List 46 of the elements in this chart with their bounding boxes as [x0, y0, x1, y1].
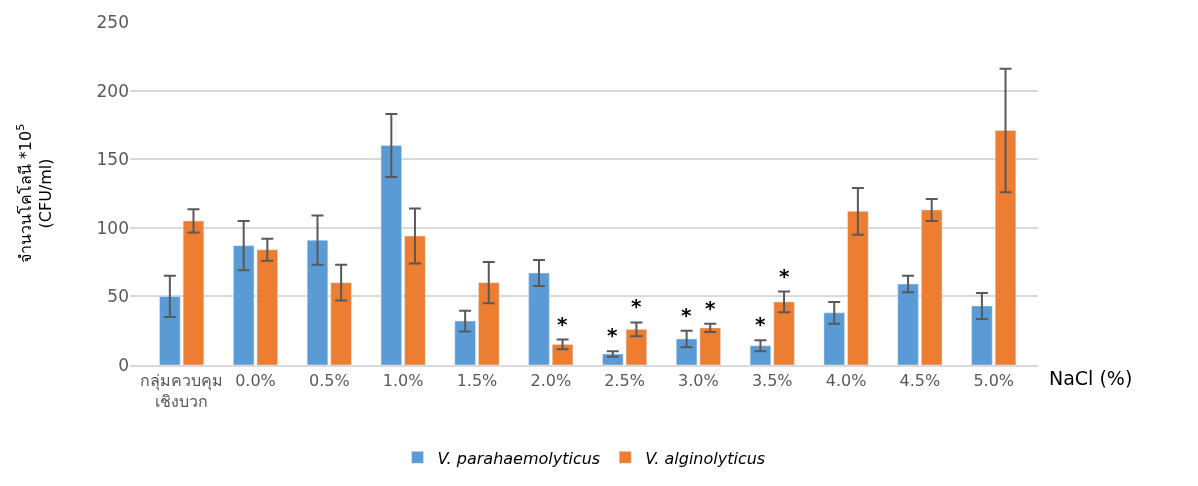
x-tick-label: 2.0% — [530, 371, 572, 391]
annotation: * — [681, 303, 692, 327]
bar — [897, 283, 919, 365]
legend-label: V. parahaemolyticus — [437, 448, 601, 468]
bar — [847, 211, 869, 365]
x-tick-label: กลุ่มควบคุม เชิงบวก — [140, 371, 224, 411]
x-tick-label: 5.0% — [973, 371, 1015, 391]
bar — [749, 345, 772, 365]
bar — [552, 344, 574, 365]
bar — [823, 312, 845, 365]
y-tick-label: 150 — [96, 149, 129, 170]
bar — [528, 272, 550, 365]
bar — [306, 239, 329, 365]
y-tick-label: 100 — [96, 217, 129, 238]
x-tick-label: 4.5% — [899, 371, 941, 391]
legend-label: V. alginolyticus — [645, 448, 766, 468]
x-tick-label: 4.0% — [825, 371, 867, 391]
x-tick-label: 3.0% — [678, 371, 719, 391]
annotation: * — [779, 264, 790, 288]
x-axis-title: NaCl (%) — [1049, 367, 1133, 389]
bar — [478, 282, 500, 365]
y-tick-label: 250 — [96, 11, 129, 32]
x-tick-label: 1.5% — [456, 371, 498, 391]
bar — [454, 320, 476, 365]
annotation: * — [755, 312, 766, 336]
annotation: * — [631, 294, 642, 318]
bar — [182, 220, 205, 365]
bar — [404, 235, 426, 365]
bar — [773, 301, 795, 365]
x-tick-label: 2.5% — [604, 371, 645, 391]
y-tick-label: 50 — [107, 286, 129, 307]
bar — [971, 305, 993, 365]
bar — [330, 282, 352, 365]
y-tick-label: 0 — [118, 354, 129, 375]
x-tick-label: 0.0% — [235, 371, 276, 391]
bar — [380, 145, 402, 365]
annotation: * — [705, 296, 716, 320]
annotation: * — [557, 312, 568, 336]
bar — [994, 130, 1017, 365]
annotation: * — [607, 323, 618, 347]
bar — [159, 296, 181, 365]
x-tick-label: 3.5% — [751, 371, 793, 391]
x-tick-label: 0.5% — [308, 371, 350, 391]
x-tick-label: 1.0% — [382, 371, 424, 391]
y-tick-label: 200 — [96, 80, 129, 101]
bar — [921, 209, 943, 365]
